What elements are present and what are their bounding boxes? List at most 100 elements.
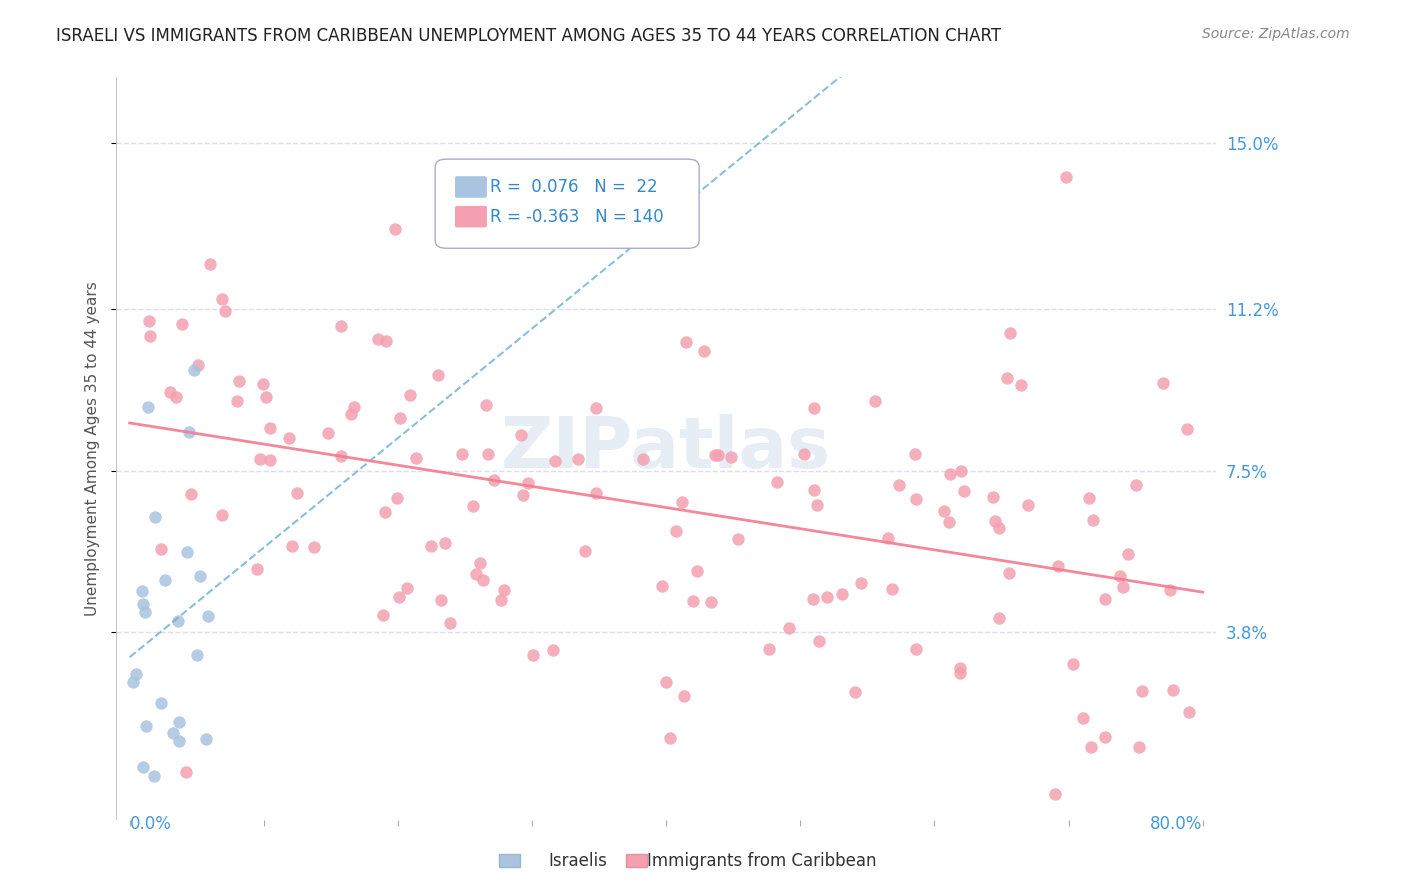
Point — [983, 514, 1005, 528]
Point — [995, 371, 1018, 385]
Point — [1062, 657, 1084, 672]
Point — [489, 593, 512, 607]
Point — [252, 376, 274, 391]
Point — [1043, 787, 1066, 801]
Point — [939, 467, 962, 481]
Text: 0.0%: 0.0% — [129, 815, 172, 833]
Point — [159, 384, 181, 399]
Point — [987, 611, 1010, 625]
Text: Source: ZipAtlas.com: Source: ZipAtlas.com — [1202, 27, 1350, 41]
Point — [815, 590, 838, 604]
Point — [494, 202, 516, 216]
FancyBboxPatch shape — [456, 206, 486, 227]
Point — [371, 607, 394, 622]
Point — [211, 292, 233, 306]
Point — [651, 580, 673, 594]
Point — [1108, 569, 1130, 583]
Point — [541, 642, 564, 657]
Point — [1112, 580, 1135, 594]
Point — [477, 447, 499, 461]
Point — [998, 566, 1021, 581]
Point — [998, 326, 1021, 341]
Text: Immigrants from Caribbean: Immigrants from Caribbean — [647, 852, 876, 870]
Point — [211, 508, 233, 522]
Point — [433, 536, 456, 550]
Point — [849, 576, 872, 591]
Point — [388, 590, 411, 604]
Point — [374, 334, 396, 348]
Point — [259, 452, 281, 467]
Point — [439, 615, 461, 630]
Point — [1094, 591, 1116, 606]
Point — [981, 490, 1004, 504]
Point — [188, 568, 211, 582]
Point — [905, 491, 928, 506]
Point — [807, 633, 830, 648]
Point — [707, 448, 730, 462]
Point — [169, 734, 191, 748]
Point — [758, 641, 780, 656]
Point — [585, 401, 607, 416]
Point — [1071, 711, 1094, 725]
Point — [1152, 376, 1174, 390]
Point — [877, 531, 900, 545]
Point — [180, 486, 202, 500]
Point — [949, 661, 972, 675]
Point — [465, 566, 488, 581]
Point — [665, 524, 688, 538]
Point — [396, 581, 419, 595]
Point — [374, 505, 396, 519]
Point — [1046, 558, 1069, 573]
Point — [329, 318, 352, 333]
Point — [472, 573, 495, 587]
Point — [1017, 498, 1039, 512]
Point — [863, 394, 886, 409]
Point — [316, 425, 339, 440]
Point — [633, 451, 655, 466]
Point — [574, 544, 596, 558]
Point — [792, 447, 814, 461]
Point — [904, 447, 927, 461]
Point — [1081, 513, 1104, 527]
Point — [727, 532, 749, 546]
Point — [343, 401, 366, 415]
Point — [186, 648, 208, 662]
Point — [277, 431, 299, 445]
Point — [655, 674, 678, 689]
Point — [510, 427, 533, 442]
Point — [468, 556, 491, 570]
Point — [399, 387, 422, 401]
Point — [512, 488, 534, 502]
Point — [950, 464, 973, 478]
Point — [214, 304, 236, 318]
Text: 80.0%: 80.0% — [1150, 815, 1202, 833]
Point — [658, 731, 681, 745]
Point — [522, 648, 544, 662]
Point — [259, 421, 281, 435]
Point — [1177, 422, 1199, 436]
Point — [367, 332, 389, 346]
Point — [285, 485, 308, 500]
Text: ISRAELI VS IMMIGRANTS FROM CARIBBEAN UNEMPLOYMENT AMONG AGES 35 TO 44 YEARS CORR: ISRAELI VS IMMIGRANTS FROM CARIBBEAN UNE… — [56, 27, 1001, 45]
Point — [197, 609, 219, 624]
Point — [149, 542, 172, 557]
Point — [187, 359, 209, 373]
Point — [138, 314, 160, 328]
Point — [765, 475, 787, 489]
Text: Israelis: Israelis — [548, 852, 607, 870]
Point — [1159, 583, 1181, 598]
Point — [121, 674, 143, 689]
Point — [124, 667, 146, 681]
Point — [405, 450, 427, 465]
Point — [482, 473, 505, 487]
Point — [544, 454, 567, 468]
Point — [167, 715, 190, 730]
Point — [949, 666, 972, 681]
Point — [419, 539, 441, 553]
Point — [131, 583, 153, 598]
Point — [1080, 739, 1102, 754]
Point — [167, 615, 190, 629]
Point — [302, 540, 325, 554]
Point — [451, 447, 474, 461]
Point — [844, 685, 866, 699]
